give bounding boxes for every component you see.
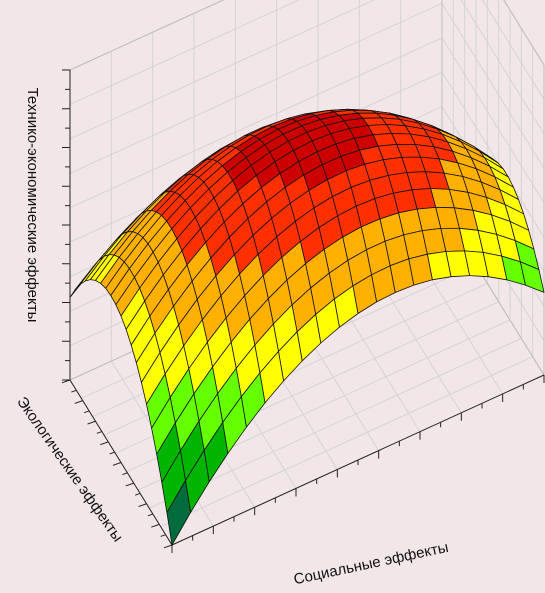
side-wall-grid-line [441, 37, 545, 204]
y-axis-tick [87, 420, 96, 425]
side-wall-grid-line [441, 3, 545, 169]
y-axis-tick [96, 431, 103, 434]
box-edge [503, 0, 545, 66]
box-edge [69, 0, 225, 71]
side-wall-grid-line [441, 71, 545, 238]
side-wall-grid-line [503, 0, 545, 66]
back-wall-grid-line [69, 0, 300, 105]
back-wall-grid-line [69, 0, 376, 140]
y-axis-label: Экологические эффекты [13, 394, 126, 545]
y-axis-tick [138, 503, 147, 508]
floor-grid-line [149, 337, 522, 509]
chart-axes [61, 69, 545, 553]
side-wall-grid-line [460, 0, 545, 135]
surface-cell [166, 480, 192, 546]
y-axis-tick [134, 492, 141, 496]
y-axis-tick [112, 462, 122, 466]
surface-mesh [69, 108, 545, 546]
back-wall-grid-line [69, 2, 443, 174]
y-axis-tick [147, 513, 154, 517]
y-axis-tick [74, 400, 83, 404]
y-axis-tick [151, 523, 160, 528]
y-axis-tick [160, 534, 166, 537]
y-axis-tick [109, 451, 115, 455]
y-axis-tick [122, 472, 128, 476]
side-wall-grid-line [481, 0, 545, 100]
y-axis-tick [83, 410, 90, 414]
x-axis-label: Социальные эффекты [292, 539, 450, 588]
back-wall-grid-line [69, 0, 225, 71]
y-axis-tick [125, 482, 134, 487]
y-axis-tick [163, 544, 173, 549]
floor-grid-line [160, 356, 533, 528]
back-wall-grid-line [69, 37, 443, 209]
y-axis-tick [71, 389, 77, 393]
z-axis-label: Технико-экономические эффекты [24, 88, 41, 323]
y-axis-tick [100, 441, 109, 446]
